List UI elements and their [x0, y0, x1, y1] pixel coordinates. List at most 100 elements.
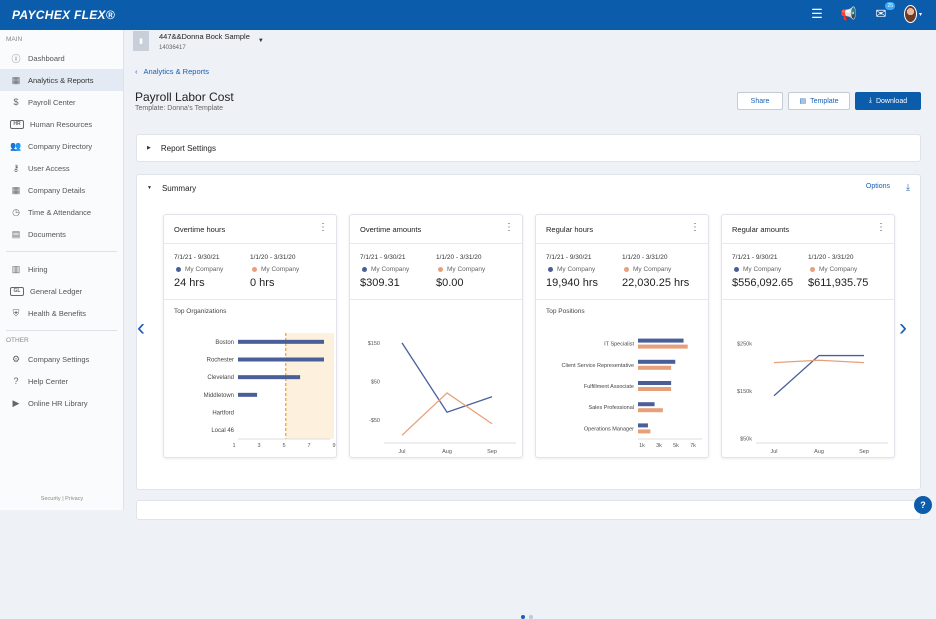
carousel-prev-icon[interactable]: ‹: [137, 314, 145, 341]
sidebar-item-label: User Access: [28, 163, 70, 173]
template-label: Template: [810, 97, 839, 105]
bar[interactable]: [638, 408, 663, 413]
bar[interactable]: [238, 375, 301, 380]
card-title: Regular amounts: [732, 225, 790, 234]
download-icon: ⤓: [868, 97, 872, 104]
x-tick-label: 1: [232, 443, 235, 449]
sidebar-footer[interactable]: Security | Privacy: [40, 496, 84, 502]
bar[interactable]: [238, 392, 258, 397]
highlight-region: [285, 333, 334, 439]
building-icon: ▦: [11, 184, 21, 195]
breadcrumb[interactable]: ‹ Analytics & Reports: [135, 67, 209, 76]
bar[interactable]: [638, 338, 684, 343]
download-button[interactable]: ⤓ Download: [855, 92, 921, 110]
legend-label: My Company: [819, 266, 858, 273]
sidebar-item-online-hr-library[interactable]: ▶ Online HR Library: [0, 392, 123, 414]
summary-header[interactable]: ▼ Summary: [137, 175, 920, 201]
y-tick-label: $250k: [737, 342, 752, 348]
template-button[interactable]: ▤ Template: [788, 92, 850, 110]
sidebar-item-hiring[interactable]: ▥ Hiring: [0, 258, 123, 280]
paychex-logo[interactable]: PAYCHEX FLEX®: [12, 8, 115, 22]
legend-a: My Company: [734, 266, 781, 273]
bar[interactable]: [638, 423, 648, 428]
avatar[interactable]: ▾: [904, 5, 922, 23]
y-tick-label: Boston: [215, 340, 234, 346]
bar[interactable]: [238, 339, 324, 344]
series-line-a[interactable]: [401, 342, 493, 413]
kebab-menu-icon[interactable]: ⋮: [504, 222, 514, 233]
bar[interactable]: [638, 429, 651, 434]
bar[interactable]: [638, 365, 672, 370]
user-list-icon[interactable]: ☰: [811, 6, 823, 21]
summary-card-regular-amounts: Regular amounts ⋮ 7/1/21 - 9/30/21 1/1/20 -…: [721, 214, 895, 458]
sidebar-item-company-details[interactable]: ▦ Company Details: [0, 179, 123, 201]
mail-icon[interactable]: ✉ 25: [875, 2, 895, 21]
kebab-menu-icon[interactable]: ⋮: [876, 222, 886, 233]
sidebar-item-human-resources[interactable]: HR Human Resources: [0, 113, 123, 135]
legend-dot: [438, 267, 443, 272]
pager-dot-active[interactable]: [521, 615, 525, 619]
sidebar-item-payroll-center[interactable]: $ Payroll Center: [0, 91, 123, 113]
legend-a: My Company: [362, 266, 409, 273]
bar[interactable]: [638, 381, 672, 385]
help-button[interactable]: ?: [914, 496, 932, 514]
kebab-menu-icon[interactable]: ⋮: [690, 222, 700, 233]
options-link[interactable]: Options: [865, 183, 890, 190]
sidebar-item-company-directory[interactable]: 👥 Company Directory: [0, 135, 123, 157]
share-button[interactable]: Share: [737, 92, 783, 110]
sidebar-item-help-center[interactable]: ? Help Center: [0, 370, 123, 392]
sidebar-item-general-ledger[interactable]: GL General Ledger: [0, 280, 123, 302]
legend-dot: [176, 267, 181, 272]
caret-right-icon: ▶: [147, 145, 151, 151]
sidebar-item-analytics-reports[interactable]: ▦ Analytics & Reports: [0, 69, 123, 91]
series-line-a[interactable]: [773, 354, 864, 397]
kebab-menu-icon[interactable]: ⋮: [318, 222, 328, 233]
card-divider: [164, 299, 336, 300]
x-tick-label: Sep: [859, 449, 869, 455]
company-selector[interactable]: ▮ 447&&Donna Bock Sample 14036417 ▼: [133, 30, 264, 52]
report-settings-panel[interactable]: ▶ Report Settings: [136, 134, 921, 162]
sidebar-item-label: Time & Attendance: [28, 207, 92, 217]
sidebar-item-label: Company Settings: [28, 354, 90, 364]
bar[interactable]: [638, 359, 676, 364]
chevron-down-icon[interactable]: ▼: [257, 38, 264, 44]
legend-b: My Company: [810, 266, 857, 273]
sidebar-item-documents[interactable]: ▤ Documents: [0, 223, 123, 245]
pager-dot[interactable]: [529, 615, 533, 619]
carousel-next-icon[interactable]: ›: [899, 314, 907, 341]
y-tick-label: Hartford: [212, 411, 234, 417]
top-icons: ☰ 📢 ✉ 25 ▾: [808, 2, 922, 23]
bar[interactable]: [638, 402, 655, 407]
breadcrumb-link[interactable]: Analytics & Reports: [143, 67, 209, 76]
value-b: $611,935.75: [808, 277, 869, 289]
bar[interactable]: [238, 357, 324, 362]
card-divider: [350, 243, 522, 244]
value-a: $556,092.65: [732, 277, 794, 289]
megaphone-icon[interactable]: 📢: [840, 6, 858, 21]
legend-b: My Company: [438, 266, 485, 273]
series-line-b[interactable]: [773, 359, 865, 364]
download-icon[interactable]: ⤓: [906, 182, 910, 192]
company-id: 14036417: [159, 44, 186, 51]
y-tick-label: $50k: [740, 436, 752, 442]
sidebar-item-dashboard[interactable]: ⓘ Dashboard: [0, 47, 123, 69]
y-tick-label: IT Specialist: [604, 342, 634, 348]
sidebar-item-user-access[interactable]: ⚷ User Access: [0, 157, 123, 179]
caret-down-icon: ▼: [147, 185, 152, 191]
value-a: 24 hrs: [174, 277, 205, 289]
sidebar-item-time-attendance[interactable]: ◷ Time & Attendance: [0, 201, 123, 223]
series-line-b[interactable]: [401, 392, 493, 436]
x-tick-label: 5: [282, 443, 285, 449]
summary-panel: ▼ Summary Options ⤓ Overtime hours ⋮ 7/1/2…: [136, 174, 921, 619]
people-icon: 👥: [10, 140, 22, 151]
sidebar-item-health-benefits[interactable]: ⛨ Health & Benefits: [0, 302, 123, 324]
chart-svg: IT Specialist Client Service Representati…: [562, 338, 702, 449]
bar[interactable]: [638, 387, 672, 391]
sidebar-item-label: Company Details: [28, 185, 86, 195]
summary-card-overtime-hours: Overtime hours ⋮ 7/1/21 - 9/30/21 1/1/20 - …: [163, 214, 337, 458]
y-tick-label: Sales Professional: [588, 405, 634, 411]
sidebar-item-company-settings[interactable]: ⚙ Company Settings: [0, 348, 123, 370]
bar[interactable]: [638, 344, 688, 349]
report-settings-header[interactable]: ▶ Report Settings: [137, 135, 920, 161]
period-a: 7/1/21 - 9/30/21: [360, 254, 406, 261]
